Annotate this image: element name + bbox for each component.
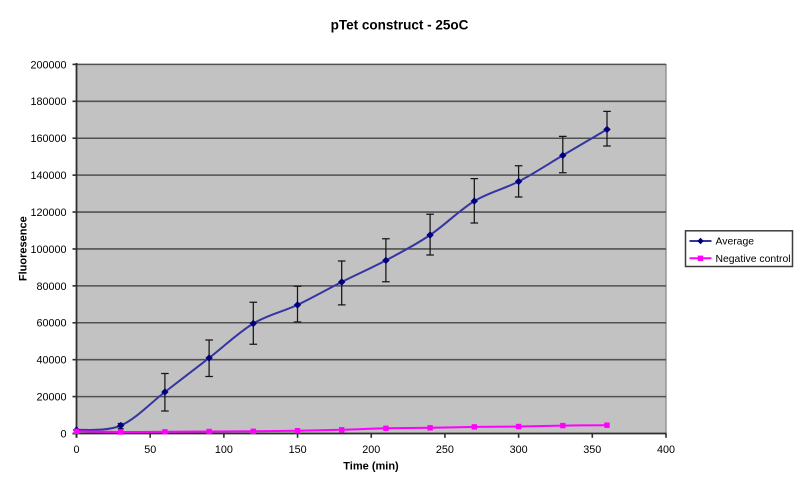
svg-text:20000: 20000 [36, 392, 66, 404]
svg-text:200000: 200000 [30, 59, 66, 71]
svg-text:140000: 140000 [30, 170, 66, 182]
svg-text:Time (min): Time (min) [343, 461, 399, 473]
svg-text:Fluoresence: Fluoresence [18, 216, 30, 281]
svg-text:50: 50 [144, 444, 156, 456]
svg-text:Negative control: Negative control [716, 254, 791, 265]
svg-text:250: 250 [436, 444, 454, 456]
svg-text:pTet construct - 25oC: pTet construct - 25oC [331, 18, 469, 33]
svg-text:80000: 80000 [36, 281, 66, 293]
svg-text:300: 300 [510, 444, 528, 456]
svg-text:180000: 180000 [30, 96, 66, 108]
svg-text:0: 0 [60, 428, 66, 440]
svg-text:40000: 40000 [36, 355, 66, 367]
svg-text:100000: 100000 [30, 244, 66, 256]
svg-text:100: 100 [215, 444, 233, 456]
svg-text:0: 0 [73, 444, 79, 456]
svg-text:120000: 120000 [30, 207, 66, 219]
svg-text:150: 150 [289, 444, 307, 456]
svg-text:160000: 160000 [30, 133, 66, 145]
svg-text:60000: 60000 [36, 318, 66, 330]
svg-text:350: 350 [583, 444, 601, 456]
svg-text:Average: Average [716, 237, 755, 248]
svg-text:200: 200 [362, 444, 380, 456]
svg-text:400: 400 [657, 444, 675, 456]
